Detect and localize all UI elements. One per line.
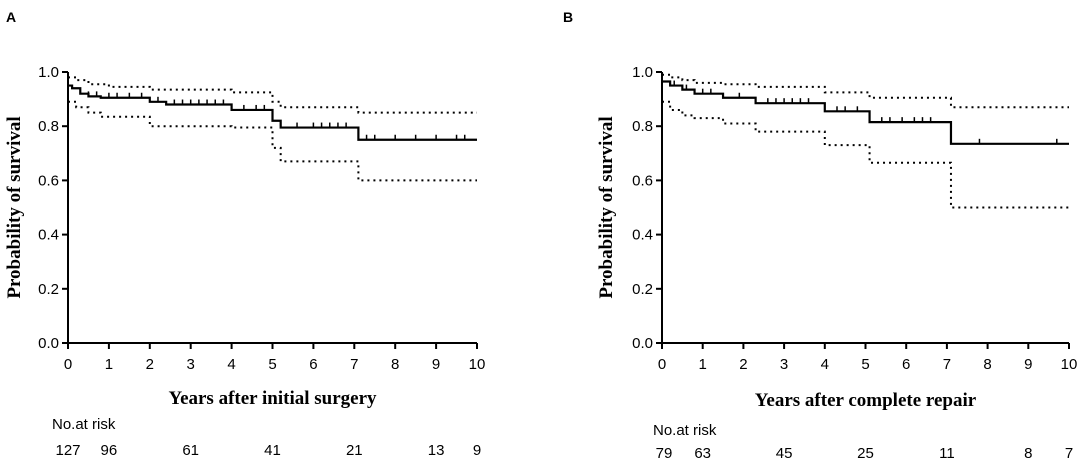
panel-a-at-risk-count: 21: [346, 442, 363, 459]
panel-a-at-risk-count: 9: [473, 442, 481, 459]
panel-a-y-axis-title: Probability of survival: [4, 116, 25, 298]
panel-b-y-axis-title: Probability of survival: [596, 116, 617, 298]
panel-b-y-tick-label: 0.6: [632, 172, 653, 189]
panel-b-lower-ci-line: [662, 100, 1069, 209]
panel-a-at-risk-label: No.at risk: [52, 416, 116, 433]
panel-b-x-tick-label: 0: [658, 356, 666, 373]
panel-a-x-axis-title: Years after initial surgery: [168, 388, 377, 409]
panel-a-x-tick-label: 3: [187, 356, 195, 373]
panel-b-at-risk-count: 7: [1065, 445, 1073, 462]
panel-b-x-tick-label: 9: [1024, 356, 1032, 373]
panel-a-x-tick-label: 8: [391, 356, 399, 373]
panel-b-x-tick-label: 4: [821, 356, 829, 373]
panel-b-at-risk-count: 45: [776, 445, 793, 462]
panel-b-x-tick-label: 10: [1061, 356, 1078, 373]
panel-b-at-risk-count: 25: [857, 445, 874, 462]
panel-b-at-risk-count: 63: [694, 445, 711, 462]
panel-a-x-tick-label: 9: [432, 356, 440, 373]
panel-a-x-tick-label: 1: [105, 356, 113, 373]
panel-a-at-risk-count: 96: [101, 442, 118, 459]
panel-b-y-tick-label: 0.0: [632, 335, 653, 352]
panel-a-at-risk-count: 61: [182, 442, 199, 459]
panel-a-x-tick-label: 7: [350, 356, 358, 373]
panel-a-x-tick-label: 5: [268, 356, 276, 373]
panel-a-y-tick-label: 0.2: [38, 281, 59, 298]
panel-b-y-tick-label: 0.2: [632, 281, 653, 298]
panel-b-x-tick-label: 2: [739, 356, 747, 373]
panel-b-x-axis-title: Years after complete repair: [755, 390, 977, 411]
panel-b-x-tick-label: 7: [943, 356, 951, 373]
panel-b-y-tick-label: 0.8: [632, 118, 653, 135]
panel-a-y-tick-label: 0.4: [38, 227, 59, 244]
panel-b-x-tick-label: 5: [861, 356, 869, 373]
panel-a-x-tick-label: 2: [146, 356, 154, 373]
panel-a-x-tick-label: 4: [227, 356, 235, 373]
panel-a-at-risk-count: 41: [264, 442, 281, 459]
panel-b-at-risk-count: 8: [1024, 445, 1032, 462]
panel-b-y-tick-label: 1.0: [632, 64, 653, 81]
panel-b-x-tick-label: 8: [983, 356, 991, 373]
panel-a-x-tick-label: 0: [64, 356, 72, 373]
panel-a-y-tick-label: 0.6: [38, 172, 59, 189]
panel-b-at-risk-label: No.at risk: [653, 422, 717, 439]
panel-a-letter: A: [6, 9, 16, 25]
panel-b-x-tick-label: 6: [902, 356, 910, 373]
panel-b-at-risk-count: 79: [656, 445, 673, 462]
panel-a-y-tick-label: 1.0: [38, 64, 59, 81]
panel-a-x-tick-label: 10: [469, 356, 486, 373]
panel-b-survival-line: [662, 80, 1069, 145]
panel-b-x-tick-label: 3: [780, 356, 788, 373]
panel-b-upper-ci-line: [662, 73, 1069, 109]
panel-b-y-tick-label: 0.4: [632, 227, 653, 244]
panel-a-at-risk-count: 13: [428, 442, 445, 459]
panel-b-at-risk-count: 11: [939, 445, 955, 462]
panel-b-x-tick-label: 1: [699, 356, 707, 373]
panel-a-y-tick-label: 0.8: [38, 118, 59, 135]
panel-a-y-tick-label: 0.0: [38, 335, 59, 352]
panel-b-letter: B: [563, 9, 573, 25]
panel-a-at-risk-count: 127: [55, 442, 80, 459]
panel-a-x-tick-label: 6: [309, 356, 317, 373]
